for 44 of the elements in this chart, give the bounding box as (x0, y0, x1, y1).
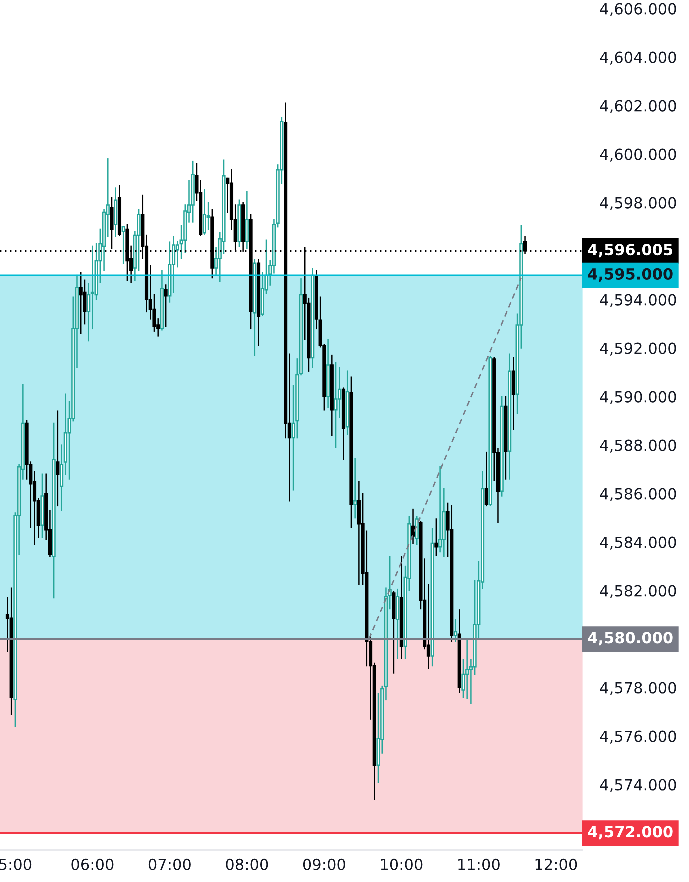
y-tick-label: 4,604.000 (600, 52, 676, 65)
y-tick-label: 4,602.000 (600, 100, 676, 114)
y-tick-label: 4,586.000 (600, 488, 676, 502)
ref-line-label: 4,572.000 (588, 826, 673, 840)
ref-line-label: 4,596.005 (588, 244, 673, 258)
candlestick (411, 508, 416, 544)
y-tick-label: 4,582.000 (600, 585, 676, 598)
candlestick (434, 518, 438, 556)
y-tick-label: 4,588.000 (600, 440, 676, 453)
candlestick (354, 458, 358, 519)
candlestick (334, 362, 338, 448)
y-tick-label: 4,574.000 (600, 779, 676, 792)
candlestick (206, 202, 210, 230)
candlestick (56, 410, 60, 507)
y-tick-label: 4,590.000 (600, 391, 676, 404)
x-tick-label: 09:00 (303, 858, 346, 870)
x-tick-label: 08:00 (226, 858, 268, 870)
candlestick (512, 357, 516, 430)
y-tick-label: 4,598.000 (600, 197, 676, 210)
x-tick-label: 11:00 (458, 858, 500, 870)
candlestick (484, 452, 488, 507)
y-tick-label: 4,592.000 (600, 342, 676, 356)
candlestick (110, 197, 114, 250)
ref-line-label: 4,595.000 (588, 268, 673, 282)
x-tick-label: 10:00 (381, 858, 423, 870)
y-tick-label: 4,600.000 (600, 148, 676, 162)
ref-line-label: 4,580.000 (588, 632, 673, 646)
candlestick (202, 189, 206, 235)
x-tick-label: 06:00 (72, 858, 114, 870)
y-tick-label: 4,576.000 (600, 730, 676, 744)
candlestick (454, 619, 458, 642)
x-tick-label: 12:00 (536, 858, 578, 870)
candlestick (122, 226, 126, 264)
candlestick (164, 284, 168, 328)
y-tick-label: 4,584.000 (600, 536, 676, 550)
candlestick (396, 588, 400, 660)
y-tick-label: 4,606.000 (600, 3, 676, 16)
candlestick (245, 191, 249, 250)
x-tick-label: 07:00 (148, 858, 191, 870)
y-tick-label: 4,594.000 (600, 294, 676, 308)
candlestick (357, 481, 361, 586)
y-tick-label: 4,578.000 (600, 682, 676, 696)
candlestick (79, 272, 83, 334)
candlestick (415, 516, 419, 546)
